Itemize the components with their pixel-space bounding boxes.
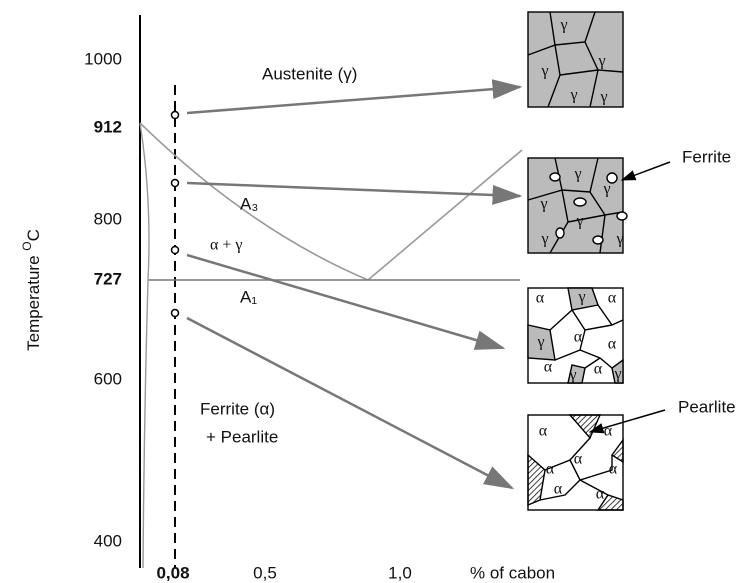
diagram: Temperature OC % of cabon Austenite (γ) … <box>0 0 745 583</box>
y-tick-label: 912 <box>94 117 122 136</box>
grain-symbol: α <box>546 461 555 478</box>
grain-symbol: α <box>604 423 613 440</box>
grain-symbol: γ <box>573 166 581 183</box>
callout-label: Ferrite <box>682 147 731 166</box>
grain-symbol: γ <box>540 63 548 80</box>
x-tick-label: 0,5 <box>253 563 277 582</box>
grain-symbol: α <box>544 359 553 376</box>
grain-symbol: α <box>574 329 583 346</box>
y-label: Temperature OC <box>20 229 43 351</box>
grain-symbol: α <box>594 361 603 378</box>
grain-symbol: γ <box>599 89 607 106</box>
y-tick-label: 1000 <box>84 49 122 68</box>
region-label: + Pearlite <box>206 427 278 446</box>
callout-label: Pearlite <box>678 397 736 416</box>
grain-symbol: γ <box>577 289 585 306</box>
grain-symbol: γ <box>597 53 605 70</box>
grain-symbol: γ <box>613 366 621 383</box>
grain-symbol: α <box>608 336 617 353</box>
grain-symbol: α <box>554 481 563 498</box>
y-label-text: Temperature <box>24 251 43 351</box>
grain-symbol: γ <box>568 367 576 384</box>
region-label: Ferrite (α) <box>200 399 275 418</box>
x-tick-label: 0,08 <box>156 563 189 582</box>
grain-symbol: γ <box>615 231 623 248</box>
grain-symbol: α <box>539 423 548 440</box>
y-tick-label: 727 <box>94 269 122 288</box>
grain-symbol: α <box>609 461 618 478</box>
region-label: A₃ <box>240 194 258 213</box>
axes <box>140 15 175 568</box>
grain-symbol: γ <box>569 87 577 104</box>
x-tick-label: 1,0 <box>388 563 412 582</box>
grain-symbol: α <box>536 290 545 307</box>
region-label: α + γ <box>210 237 242 254</box>
grain-symbol: γ <box>575 213 583 230</box>
grain-symbol: α <box>596 486 605 503</box>
y-tick-label: 400 <box>94 531 122 550</box>
grain-symbol: α <box>574 451 583 468</box>
grain-symbol: α <box>608 290 617 307</box>
grain-symbol: γ <box>559 17 567 34</box>
y-label-sup: O <box>20 241 34 250</box>
x-label: % of cabon <box>470 563 555 582</box>
region-label: Austenite (γ) <box>262 64 357 83</box>
grain-symbol: γ <box>540 231 548 248</box>
y-tick-label: 600 <box>94 369 122 388</box>
grain-symbol: γ <box>602 181 610 198</box>
region-label: A₁ <box>240 287 257 306</box>
y-tick-label: 800 <box>94 209 122 228</box>
grain-symbol: γ <box>539 196 547 213</box>
y-label-unit: C <box>24 229 43 241</box>
grain-symbol: γ <box>536 334 544 351</box>
